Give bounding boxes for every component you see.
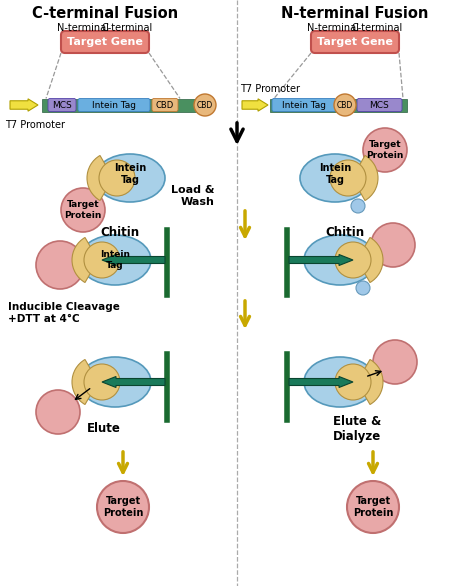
Circle shape (84, 242, 120, 278)
FancyArrow shape (289, 376, 353, 387)
Bar (270, 98, 407, 111)
Wedge shape (357, 359, 383, 404)
Circle shape (334, 94, 356, 116)
Circle shape (373, 340, 417, 384)
FancyBboxPatch shape (311, 31, 399, 53)
Text: Chitin: Chitin (100, 226, 139, 239)
Text: CBD: CBD (156, 101, 174, 110)
Circle shape (371, 223, 415, 267)
Wedge shape (357, 237, 383, 282)
Ellipse shape (304, 357, 376, 407)
FancyArrow shape (102, 376, 165, 387)
Ellipse shape (304, 235, 376, 285)
Text: MCS: MCS (52, 101, 72, 110)
FancyBboxPatch shape (272, 98, 336, 111)
Text: Elute &
Dialyze: Elute & Dialyze (333, 415, 381, 443)
Text: Inducible Cleavage
+DTT at 4°C: Inducible Cleavage +DTT at 4°C (8, 302, 120, 323)
Text: N-terminal: N-terminal (307, 23, 359, 33)
Text: MCS: MCS (370, 101, 389, 110)
FancyBboxPatch shape (152, 98, 178, 111)
Text: T7 Promoter: T7 Promoter (240, 84, 300, 94)
FancyArrow shape (242, 99, 268, 111)
Circle shape (351, 199, 365, 213)
FancyBboxPatch shape (357, 98, 402, 111)
Text: Load &
Wash: Load & Wash (172, 185, 215, 207)
Circle shape (347, 481, 399, 533)
Bar (42, 98, 210, 111)
Text: Intein Tag: Intein Tag (92, 101, 136, 110)
Circle shape (330, 160, 366, 196)
FancyArrow shape (10, 99, 38, 111)
Ellipse shape (79, 357, 151, 407)
Circle shape (84, 364, 120, 400)
Text: C-terminal: C-terminal (101, 23, 153, 33)
Text: N-terminal Fusion: N-terminal Fusion (281, 5, 428, 21)
Circle shape (36, 390, 80, 434)
Text: C-terminal: C-terminal (351, 23, 402, 33)
Text: Target
Protein: Target Protein (64, 200, 102, 220)
Text: T7 Promoter: T7 Promoter (5, 120, 65, 130)
FancyBboxPatch shape (78, 98, 150, 111)
Wedge shape (72, 237, 98, 282)
Circle shape (356, 281, 370, 295)
Text: Target Gene: Target Gene (317, 37, 393, 47)
Circle shape (36, 241, 84, 289)
Text: Intein
Tag: Intein Tag (114, 163, 146, 185)
Text: C-terminal Fusion: C-terminal Fusion (32, 5, 178, 21)
Wedge shape (352, 155, 378, 200)
Text: CBD: CBD (197, 101, 213, 110)
Circle shape (335, 364, 371, 400)
Text: Target
Protein: Target Protein (103, 496, 143, 518)
FancyArrow shape (289, 254, 353, 265)
Text: Intein
Tag: Intein Tag (319, 163, 351, 185)
Circle shape (97, 481, 149, 533)
Text: N-terminal: N-terminal (57, 23, 109, 33)
Text: Elute: Elute (87, 423, 121, 435)
Wedge shape (87, 155, 113, 200)
Text: Intein Tag: Intein Tag (282, 101, 326, 110)
FancyArrow shape (102, 254, 165, 265)
Ellipse shape (300, 154, 370, 202)
Circle shape (363, 128, 407, 172)
Text: Target Gene: Target Gene (67, 37, 143, 47)
Text: Chitin: Chitin (326, 226, 365, 239)
Circle shape (335, 242, 371, 278)
FancyBboxPatch shape (48, 98, 76, 111)
Ellipse shape (95, 154, 165, 202)
Ellipse shape (79, 235, 151, 285)
Circle shape (61, 188, 105, 232)
Text: Target
Protein: Target Protein (353, 496, 393, 518)
Circle shape (99, 160, 135, 196)
FancyBboxPatch shape (61, 31, 149, 53)
Wedge shape (72, 359, 98, 404)
Text: Intein
Tag: Intein Tag (100, 250, 130, 270)
Circle shape (194, 94, 216, 116)
Text: Target
Protein: Target Protein (366, 140, 404, 160)
Text: CBD: CBD (337, 101, 353, 110)
